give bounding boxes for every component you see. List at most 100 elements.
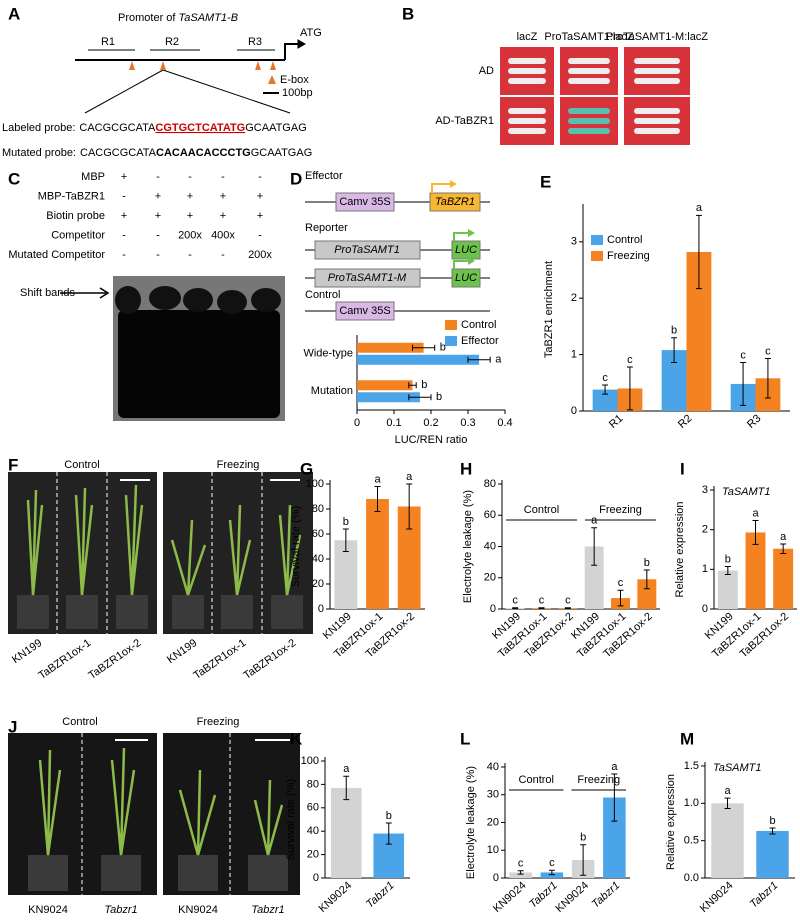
panel-label: E: [540, 172, 551, 191]
construct-label: Effector: [305, 170, 343, 182]
lane-mark: 200x: [248, 249, 272, 261]
significance-letter: c: [618, 577, 624, 589]
x-tick-label: KN9024: [553, 879, 591, 915]
legend-swatch: [445, 320, 457, 330]
group-label: Freezing: [577, 774, 620, 786]
row-label: MBP: [81, 171, 105, 183]
yeast-plates: [500, 47, 690, 145]
lane-mark: +: [257, 190, 263, 202]
y-tick-label: 80: [484, 478, 496, 490]
construct-label: Reporter: [305, 222, 348, 234]
lane-mark: -: [258, 171, 262, 183]
error-bar: [512, 607, 519, 610]
legend-label: Effector: [461, 335, 499, 347]
error-bar: [643, 569, 650, 590]
y-axis-label: Survival rate (%): [285, 779, 297, 860]
bar: [592, 389, 618, 411]
plant-label: KN199: [10, 637, 44, 666]
significance-letter: a: [696, 202, 703, 214]
error-bar: [780, 543, 787, 554]
y-tick-label: 20: [487, 816, 499, 828]
y-tick-label: 100: [301, 755, 319, 767]
x-tick-label: 0.3: [460, 417, 475, 429]
y-tick-label: 30: [487, 789, 499, 801]
y-tick-label: 40: [307, 825, 319, 837]
construct-boxes: [314, 180, 481, 321]
significance-letter: b: [421, 379, 427, 391]
group-label: Freezing: [217, 459, 260, 471]
y-tick-label: 10: [487, 844, 499, 856]
y-tick-label: 40: [487, 761, 499, 773]
y-tick-label: 0: [702, 603, 708, 615]
bar: [330, 787, 362, 878]
y-tick-label: 2: [571, 292, 577, 304]
x-tick-label: R1: [607, 412, 625, 430]
x-tick-label: 0.4: [497, 417, 512, 429]
lane-mark: +: [220, 190, 226, 202]
ebox-label: E-box: [280, 74, 309, 86]
row-label: Biotin probe: [46, 210, 105, 222]
region-label: R2: [165, 36, 179, 48]
significance-letter: a: [780, 531, 787, 543]
plant-label: TaBZR1ox-1: [191, 637, 248, 682]
panel-label: B: [402, 4, 414, 23]
y-tick-label: 0: [490, 603, 496, 615]
y-tick-label: 2: [702, 524, 708, 536]
plant-label: TaBZR1ox-2: [241, 637, 298, 682]
y-tick-label: 60: [312, 528, 324, 540]
significance-letter: b: [386, 810, 392, 822]
error-bar: [408, 394, 432, 401]
lane-mark: -: [188, 249, 192, 261]
error-bar: [764, 358, 771, 399]
error-bar: [724, 566, 731, 575]
lane-mark: -: [122, 229, 126, 241]
error-bar: [580, 844, 587, 876]
plant-label: TaBZR1ox-1: [36, 637, 93, 682]
significance-letter: b: [440, 342, 446, 354]
bar: [366, 499, 389, 609]
bar: [334, 540, 358, 609]
lane-mark: -: [188, 171, 192, 183]
probe-sequence: Labeled probe: CACGCGCATACGTGCTCATATGGCAA…: [2, 122, 307, 134]
y-tick-label: 60: [484, 509, 496, 521]
axis-line: [501, 480, 660, 610]
y-axis-label: Electrolyte leakage (%): [462, 490, 474, 603]
plant-label: KN9024: [28, 904, 68, 916]
lane-mark: 400x: [211, 229, 235, 241]
legend-label: Freezing: [607, 250, 650, 262]
subtitle: TaSAMT1: [713, 762, 762, 774]
significance-letter: a: [374, 473, 381, 485]
construct-label: Control: [305, 289, 340, 301]
x-tick-label: 0: [354, 417, 360, 429]
error-bar: [724, 797, 731, 810]
panel-label: C: [8, 169, 20, 188]
x-tick-label: Tabzr1: [364, 879, 397, 910]
legend-label: Control: [461, 319, 496, 331]
significance-letter: b: [580, 832, 586, 844]
y-tick-label: 20: [484, 572, 496, 584]
box-label: TaBZR1: [435, 196, 475, 208]
gel-image: [60, 276, 285, 421]
bar: [584, 546, 604, 609]
significance-letter: c: [518, 858, 524, 870]
band-label: Shift bands: [20, 287, 76, 299]
y-tick-label: 3: [702, 484, 708, 496]
plant-label: Tabzr1: [104, 904, 137, 916]
row-label: Mutated Competitor: [8, 249, 105, 261]
x-tick-label: Tabzr1: [748, 879, 781, 910]
bar: [773, 548, 794, 609]
legend-swatch: [591, 235, 603, 245]
bar: [397, 506, 421, 609]
y-axis-label: TaBZR1 enrichment: [543, 261, 555, 358]
bar: [357, 380, 413, 391]
significance-letter: c: [602, 372, 608, 384]
lane-mark: +: [121, 171, 127, 183]
significance-letter: c: [565, 595, 571, 607]
y-axis-label: Relative expression: [665, 774, 677, 870]
x-axis-label: LUC/REN ratio: [395, 434, 468, 446]
probe-sequence: Mutated probe: CACGCGCATACACAACACCCTGGCAA…: [2, 147, 312, 159]
bar: [540, 872, 564, 878]
group-label: Freezing: [599, 504, 642, 516]
error-bar: [752, 520, 759, 545]
